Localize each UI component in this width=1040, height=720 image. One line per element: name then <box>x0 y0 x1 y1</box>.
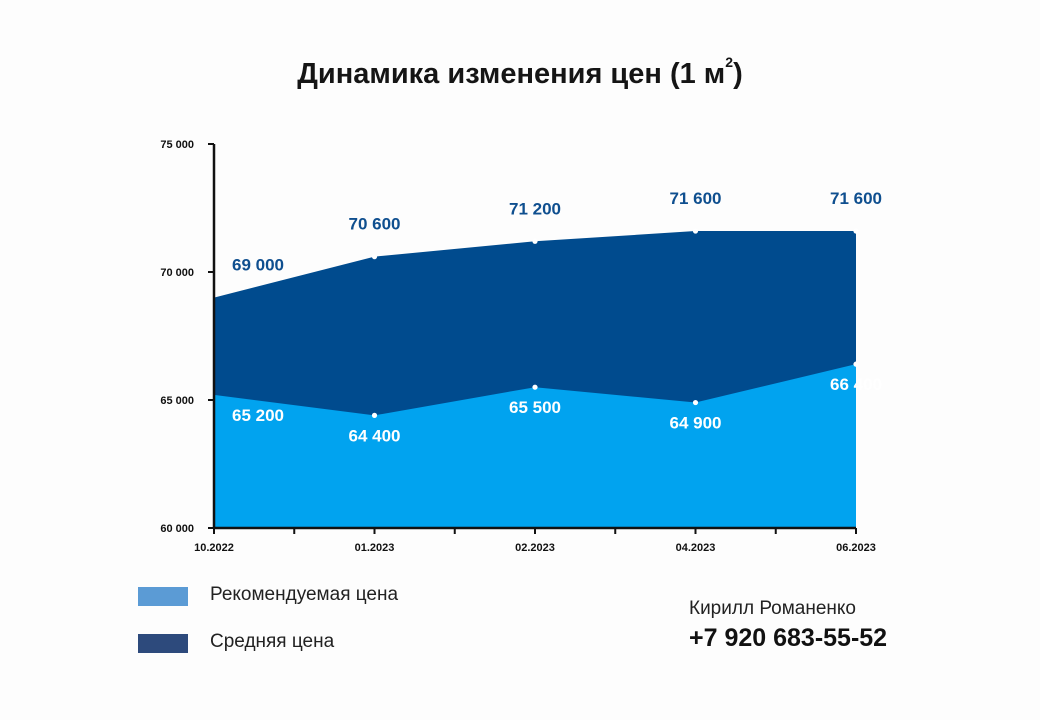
average-price-marker <box>853 228 859 234</box>
data-label-recommended: 64 900 <box>670 414 722 433</box>
recommended-price-marker <box>532 384 538 390</box>
y-tick-label: 65 000 <box>160 395 194 407</box>
y-tick-label: 70 000 <box>160 267 194 279</box>
x-tick-label: 01.2023 <box>355 542 395 554</box>
data-label-average: 69 000 <box>232 256 284 275</box>
average-price-marker <box>692 228 699 234</box>
contact-phone: +7 920 683-55-52 <box>689 624 888 652</box>
x-tick-label: 06.2023 <box>836 542 876 554</box>
average-price-marker <box>371 254 378 260</box>
contact-block: Кирилл Романенко +7 920 683-55-52 <box>689 598 887 653</box>
legend-swatch-average <box>138 634 188 653</box>
chart-title-text: Динамика изменения цен (1 м <box>297 58 726 90</box>
chart-title-close: ) <box>733 58 743 90</box>
y-tick-label: 60 000 <box>160 523 194 535</box>
data-label-average: 71 200 <box>509 199 561 218</box>
x-tick-label: 10.2022 <box>194 542 234 554</box>
data-label-recommended: 65 500 <box>509 398 561 417</box>
legend-swatch-recommended <box>138 587 188 606</box>
data-label-average: 70 600 <box>349 215 401 234</box>
recommended-price-marker <box>371 412 378 418</box>
data-label-recommended: 64 400 <box>349 426 401 445</box>
data-label-average: 71 600 <box>830 189 882 208</box>
average-price-marker <box>532 238 538 244</box>
chart-title-superscript: 2 <box>725 54 734 70</box>
x-tick-label: 04.2023 <box>676 542 716 554</box>
y-tick-label: 75 000 <box>160 139 194 151</box>
legend-label-recommended: Рекомендуемая цена <box>210 584 399 605</box>
data-label-recommended: 66 400 <box>830 375 882 394</box>
data-label-average: 71 600 <box>670 189 722 208</box>
legend-label-average: Средняя цена <box>210 631 335 652</box>
x-tick-label: 02.2023 <box>515 542 555 554</box>
chart-title: Динамика изменения цен (1 м2) <box>0 54 1040 91</box>
recommended-price-marker <box>692 399 699 406</box>
contact-name: Кирилл Романенко <box>689 598 856 619</box>
recommended-price-marker <box>853 361 859 367</box>
data-label-recommended: 65 200 <box>232 406 284 425</box>
